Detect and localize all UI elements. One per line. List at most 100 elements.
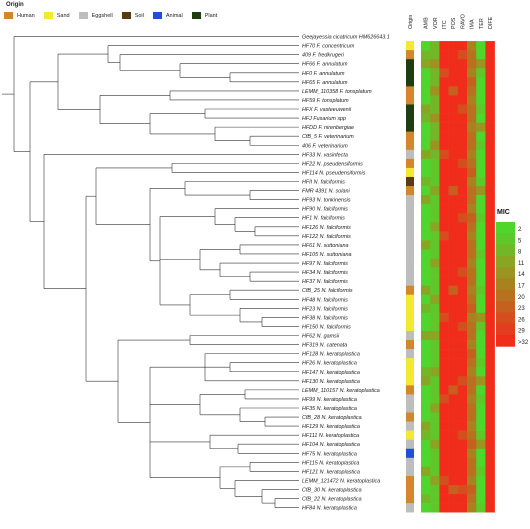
heatmap-cell xyxy=(485,131,495,142)
heatmap-cell xyxy=(439,503,449,513)
taxon-label: CfB_5 F. veterinarium xyxy=(302,134,354,140)
heatmap-cell xyxy=(448,485,459,495)
heatmap-cell xyxy=(476,394,486,404)
heatmap-cell xyxy=(421,349,431,359)
origin-cell xyxy=(406,412,414,422)
heatmap-cell xyxy=(448,421,459,431)
heatmap-cell xyxy=(421,285,431,296)
heatmap-cell xyxy=(457,167,468,178)
taxon-label: HF93 N. tonkinensis xyxy=(302,198,351,204)
mic-scale-swatch xyxy=(496,267,515,279)
heatmap-cell xyxy=(457,186,468,196)
origin-cell xyxy=(406,330,414,341)
heatmap-cell xyxy=(439,204,449,214)
heatmap-cell xyxy=(485,285,495,296)
heatmap-cell xyxy=(467,158,477,169)
heatmap-cell xyxy=(430,240,440,250)
heatmap-cell xyxy=(457,149,468,160)
heatmap-cell xyxy=(430,222,440,232)
heatmap-cell xyxy=(467,167,477,178)
heatmap-cell xyxy=(476,249,486,259)
heatmap-cell xyxy=(485,176,495,187)
heatmap-cell xyxy=(421,340,431,350)
heatmap-cell xyxy=(485,240,495,250)
heatmap-cell xyxy=(457,358,468,368)
heatmap-cell xyxy=(421,104,431,114)
heatmap-cell xyxy=(430,349,440,359)
mic-heatmap xyxy=(421,41,495,513)
heatmap-cell xyxy=(421,403,431,413)
heatmap-cell xyxy=(485,439,495,450)
heatmap-cell xyxy=(457,122,468,132)
heatmap-cell xyxy=(448,249,459,259)
heatmap-cell xyxy=(439,358,449,368)
heatmap-cell xyxy=(485,59,495,69)
heatmap-cell xyxy=(421,376,431,386)
heatmap-cell xyxy=(439,448,449,459)
heatmap-cell xyxy=(439,258,449,268)
taxon-label: HF0 F. annulatum xyxy=(302,71,345,77)
heatmap-cell xyxy=(421,330,431,341)
heatmap-cell xyxy=(439,330,449,341)
heatmap-cell xyxy=(448,385,459,395)
heatmap-cell xyxy=(467,186,477,196)
heatmap-cell xyxy=(467,213,477,223)
heatmap-cell xyxy=(421,186,431,196)
heatmap-cell xyxy=(421,312,431,323)
heatmap-cell xyxy=(485,367,495,377)
heatmap-cell xyxy=(457,294,468,305)
heatmap-cell xyxy=(467,276,477,286)
heatmap-cell xyxy=(430,485,440,495)
origin-cell xyxy=(406,167,414,178)
heatmap-cell xyxy=(467,222,477,232)
heatmap-cell xyxy=(439,95,449,105)
heatmap-cell xyxy=(485,267,495,277)
heatmap-cell xyxy=(457,403,468,413)
heatmap-cell xyxy=(485,195,495,205)
origin-cell xyxy=(406,394,414,404)
heatmap-cell xyxy=(430,77,440,87)
heatmap-cell xyxy=(448,222,459,232)
heatmap-cell xyxy=(476,385,486,395)
heatmap-cell xyxy=(439,41,449,51)
heatmap-cell xyxy=(430,494,440,504)
origin-cell xyxy=(406,240,414,250)
origin-legend: Human Sand Eggshell Soil Animal Plant xyxy=(4,12,226,19)
heatmap-cell xyxy=(430,394,440,404)
heatmap-cell xyxy=(448,358,459,368)
taxon-label: HF38 N. falciformis xyxy=(302,315,348,321)
heatmap-cell xyxy=(448,503,459,513)
heatmap-cell xyxy=(467,149,477,160)
taxon-label: HF104 N. keratoplastica xyxy=(302,442,360,448)
heatmap-cell xyxy=(421,240,431,250)
heatmap-cell xyxy=(448,86,459,96)
taxon-label: HF26 N. keratoplastica xyxy=(302,361,357,367)
heatmap-cell xyxy=(448,276,459,286)
heatmap-cell xyxy=(448,394,459,404)
origin-cell xyxy=(406,77,414,87)
heatmap-cell xyxy=(476,86,486,96)
heatmap-cell xyxy=(430,213,440,223)
heatmap-cell xyxy=(485,312,495,323)
origin-cell xyxy=(406,485,414,495)
column-header: DIFE xyxy=(488,16,494,29)
legend-label: Animal xyxy=(165,12,183,19)
heatmap-cell xyxy=(467,249,477,259)
heatmap-cell xyxy=(439,475,449,486)
heatmap-cell xyxy=(476,503,486,513)
heatmap-cell xyxy=(485,68,495,78)
heatmap-cell xyxy=(421,394,431,404)
taxon-label: HF75 N. keratoplastica xyxy=(302,451,357,457)
heatmap-cell xyxy=(467,367,477,377)
heatmap-cell xyxy=(439,485,449,495)
heatmap-cell xyxy=(457,330,468,341)
heatmap-cell xyxy=(439,403,449,413)
origin-cell xyxy=(406,312,414,323)
legend-swatch xyxy=(78,12,88,19)
heatmap-cell xyxy=(476,439,486,450)
heatmap-cell xyxy=(448,330,459,341)
heatmap-cell xyxy=(430,50,440,60)
heatmap-cell xyxy=(430,303,440,314)
legend-title: Origin xyxy=(6,2,24,8)
heatmap-cell xyxy=(439,412,449,422)
